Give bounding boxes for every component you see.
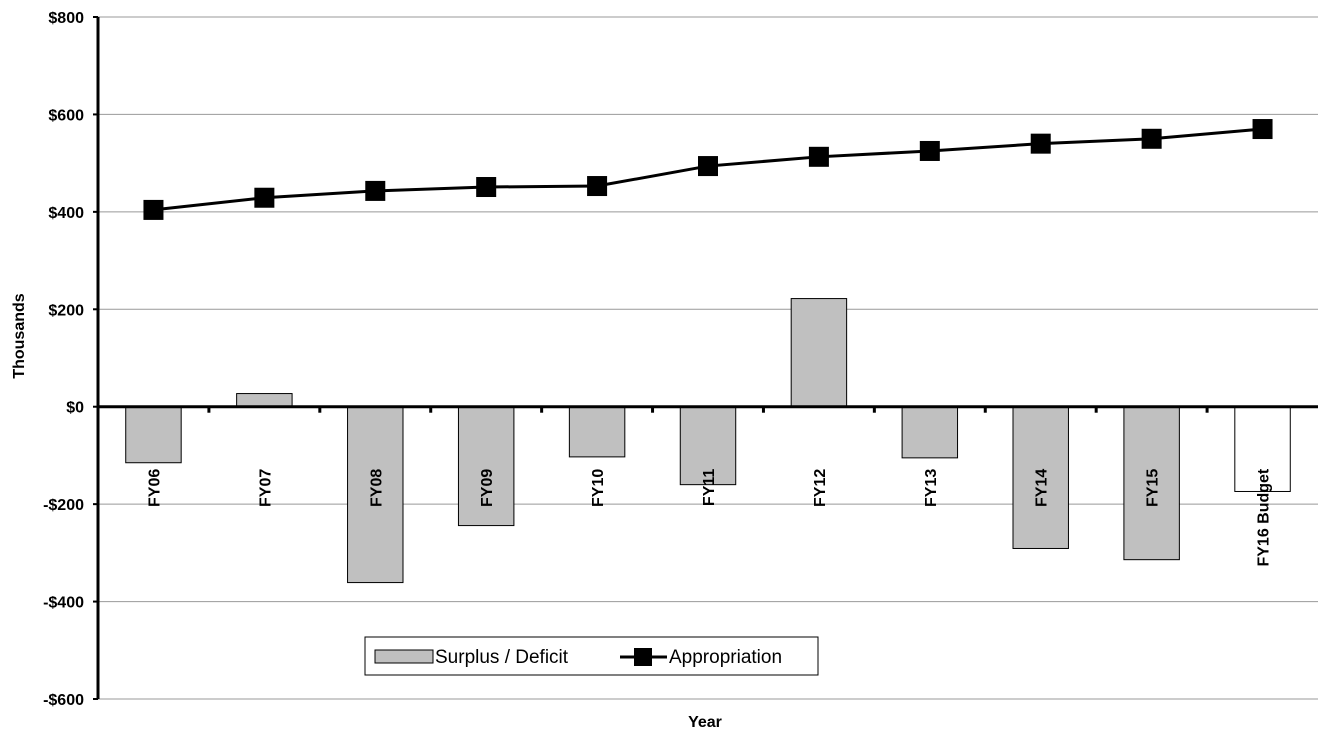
bar — [236, 393, 293, 408]
x-tick-label: FY11 — [701, 469, 718, 506]
marker — [143, 199, 164, 220]
bar — [901, 406, 959, 459]
x-tick-label: FY09 — [479, 469, 496, 507]
x-tick-label: FY12 — [812, 469, 829, 507]
bar — [790, 298, 848, 408]
x-tick-label: FY15 — [1145, 469, 1162, 507]
marker — [919, 140, 940, 161]
y-tick-label: $200 — [48, 302, 84, 319]
y-tick-label: $400 — [48, 205, 84, 222]
x-tick-label: FY07 — [257, 469, 274, 507]
y-axis-title: Thousands — [11, 293, 28, 378]
legend-label: Appropriation — [669, 647, 782, 668]
marker — [1141, 128, 1162, 149]
y-tick-label: $600 — [48, 107, 84, 124]
marker — [365, 180, 386, 201]
x-axis-title: Year — [688, 714, 722, 731]
y-tick-label: -$200 — [43, 497, 84, 514]
bar — [1012, 406, 1069, 549]
y-tick-label: -$600 — [43, 692, 84, 709]
x-tick-label: FY10 — [590, 469, 607, 507]
bar — [568, 406, 626, 458]
legend-swatch — [374, 649, 434, 664]
x-tick-label: FY14 — [1034, 469, 1051, 507]
bar — [679, 406, 737, 486]
legend-swatch — [634, 648, 652, 666]
bar — [125, 406, 182, 464]
y-tick-label: $800 — [48, 10, 84, 27]
marker — [1252, 119, 1273, 140]
legend-label: Surplus / Deficit — [435, 647, 569, 668]
marker — [587, 176, 608, 197]
bar — [457, 406, 515, 527]
marker — [254, 187, 275, 208]
x-tick-label: FY13 — [923, 469, 940, 507]
x-tick-label: FY06 — [146, 469, 163, 507]
y-tick-label: $0 — [66, 400, 84, 417]
x-tick-label: FY16 Budget — [1256, 468, 1273, 566]
bar — [1123, 406, 1180, 561]
marker — [698, 156, 718, 177]
x-tick-label: FY08 — [368, 469, 385, 507]
y-tick-label: -$400 — [43, 595, 84, 612]
marker — [476, 177, 497, 198]
legend-box — [364, 636, 819, 676]
marker — [808, 146, 829, 167]
bar — [1234, 406, 1291, 492]
marker — [1030, 133, 1051, 154]
bar — [347, 406, 404, 584]
